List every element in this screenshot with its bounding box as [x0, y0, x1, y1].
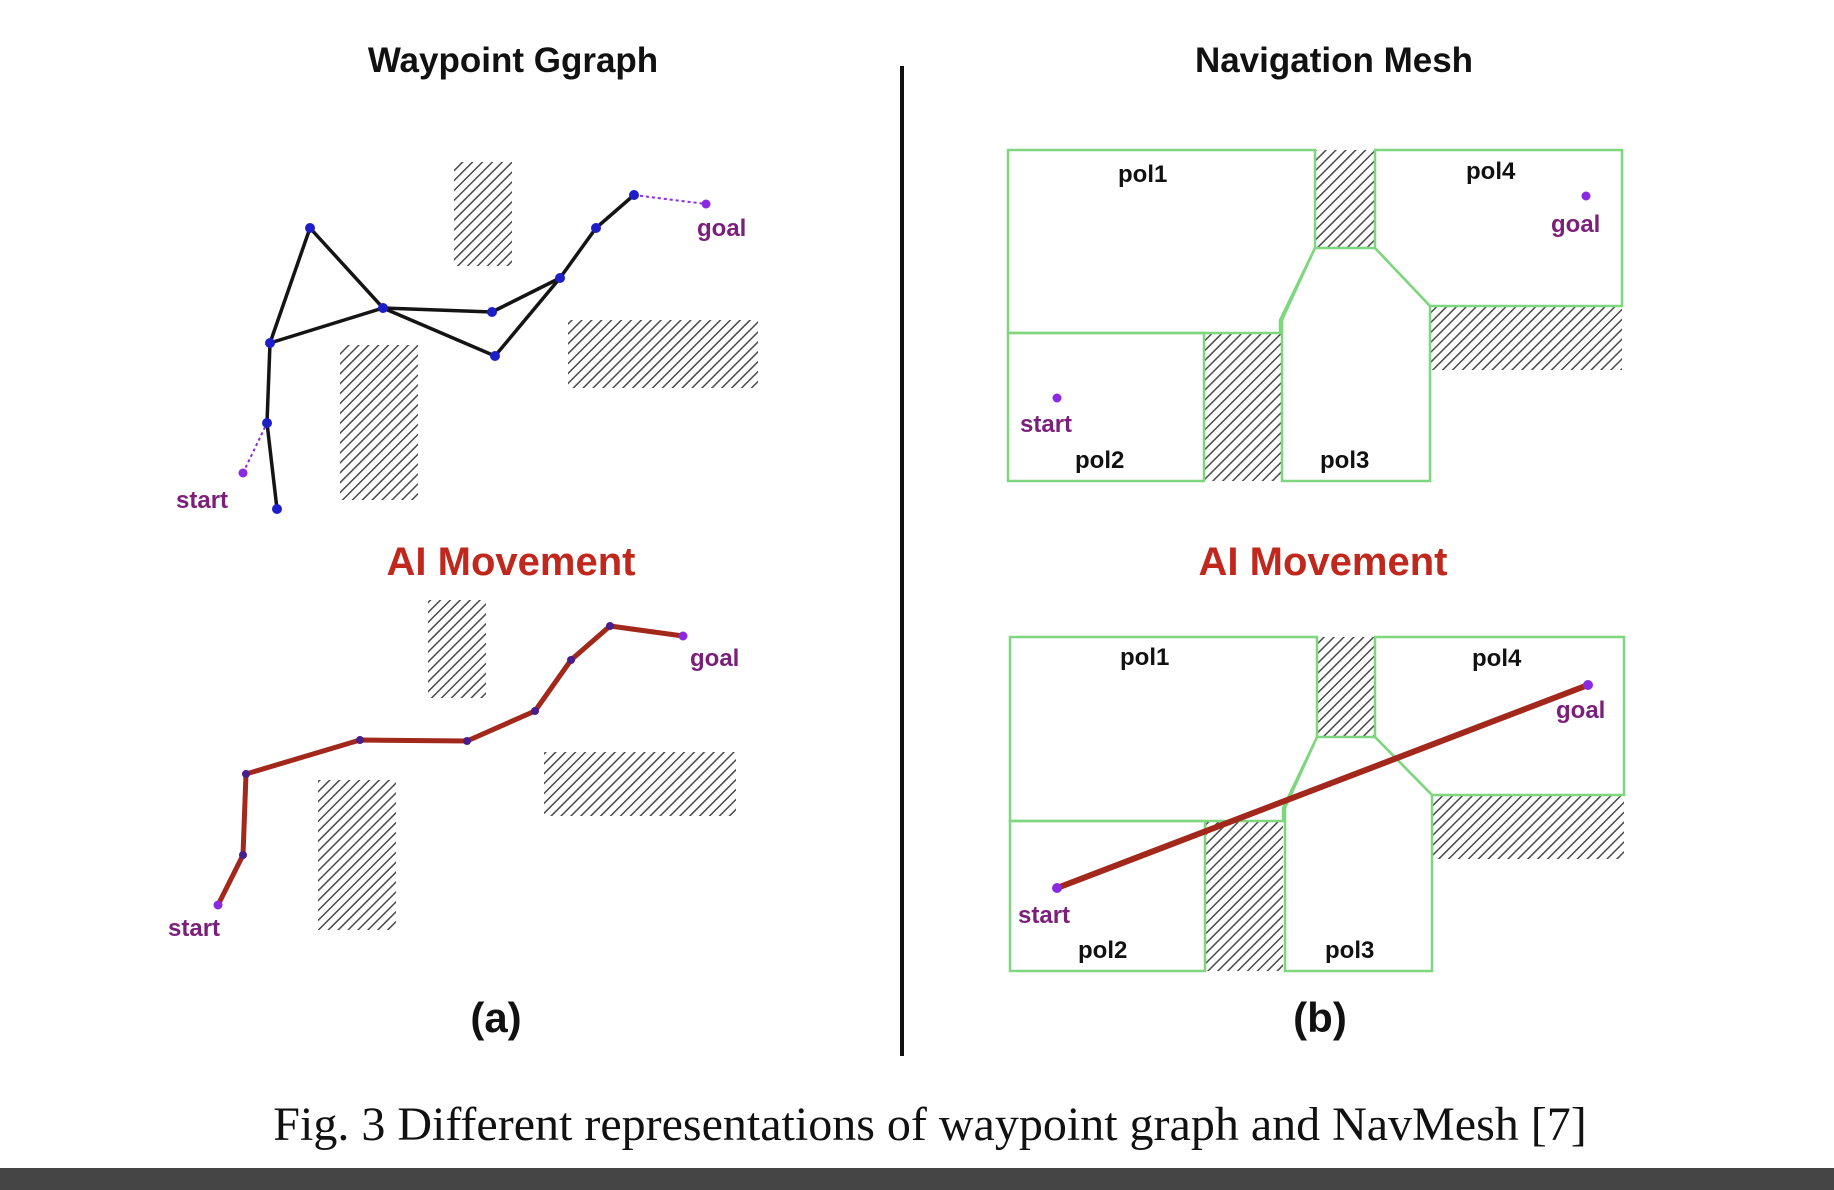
start-connector: [242, 422, 268, 474]
ai-path: [1054, 682, 1591, 891]
polygon-label-pol1: pol1: [1118, 161, 1167, 188]
panel-b: Navigation Mesh pol1 pol4 pol2 pol3 star…: [1006, 41, 1626, 1041]
waypoint-node: [490, 351, 500, 361]
obstacle: [454, 162, 512, 266]
start-point: [213, 900, 223, 910]
obstacle: [1317, 637, 1375, 737]
polygon-pol4: [1373, 635, 1626, 797]
waypoint-graph-edges: [265, 193, 636, 510]
goal-point: [1583, 680, 1593, 690]
panel-a-title: Waypoint Ggraph: [368, 41, 658, 80]
waypoint-nodes: [262, 190, 639, 514]
polygon-label-pol2: pol2: [1075, 447, 1124, 474]
panel-b-title: Navigation Mesh: [1195, 41, 1473, 80]
panel-a-subtitle: AI Movement: [387, 540, 636, 584]
goal-point: [678, 631, 688, 641]
waypoint-node: [305, 223, 315, 233]
polygon-label-pol3: pol3: [1325, 937, 1374, 964]
waypoint-node: [378, 303, 388, 313]
window-bottom-bar: [0, 1168, 1834, 1190]
start-label: start: [168, 915, 220, 942]
obstacle: [568, 320, 758, 388]
obstacle: [318, 780, 396, 930]
start-label: start: [176, 487, 228, 514]
waypoint-node: [591, 223, 601, 233]
waypoint-node: [629, 190, 639, 200]
goal-label: goal: [1556, 697, 1605, 724]
navmesh-top: pol1 pol4 pol2 pol3 start goal: [1006, 148, 1624, 483]
path-node: [531, 707, 539, 715]
path-nodes: [239, 622, 614, 859]
start-label: start: [1020, 411, 1072, 438]
path-node: [356, 736, 364, 744]
panel-a: Waypoint Ggraph: [168, 41, 758, 1041]
polygon-pol2: [1006, 331, 1206, 483]
start-point: [238, 468, 248, 478]
obstacle: [1432, 795, 1624, 859]
navmesh-polygons: [1008, 635, 1626, 973]
waypoint-node: [272, 504, 282, 514]
goal-label: goal: [697, 215, 746, 242]
polygon-label-pol2: pol2: [1078, 937, 1127, 964]
polygon-pol4: [1373, 148, 1624, 308]
goal-point: [1581, 191, 1591, 201]
goal-point: [701, 199, 711, 209]
obstacle: [1315, 150, 1375, 248]
panel-b-subtitle: AI Movement: [1199, 540, 1448, 584]
path-node: [242, 770, 250, 778]
path-node: [606, 622, 614, 630]
navmesh-polygons: [1006, 148, 1624, 483]
obstacle: [340, 345, 418, 500]
obstacle: [544, 752, 736, 816]
path-node: [239, 851, 247, 859]
waypoint-node: [265, 338, 275, 348]
waypoint-node: [555, 273, 565, 283]
goal-connector: [633, 194, 707, 205]
path-node: [463, 737, 471, 745]
obstacle: [1430, 306, 1622, 370]
goal-label: goal: [1551, 211, 1600, 238]
polygon-pol2: [1008, 819, 1207, 973]
start-point: [1052, 393, 1062, 403]
polygon-label-pol4: pol4: [1472, 645, 1522, 672]
waypoint-node: [487, 307, 497, 317]
navmesh-bottom: pol1 pol4 pol2 pol3 start goal: [1008, 635, 1626, 973]
obstacle: [1204, 333, 1282, 481]
goal-label: goal: [690, 645, 739, 672]
obstacle: [1205, 821, 1283, 971]
start-label: start: [1018, 902, 1070, 929]
obstacle: [428, 600, 486, 698]
panel-a-label: (a): [470, 994, 521, 1041]
figure-caption: Fig. 3 Different representations of wayp…: [273, 1098, 1586, 1151]
polygon-label-pol1: pol1: [1120, 644, 1169, 671]
waypoint-node: [262, 418, 272, 428]
polygon-label-pol4: pol4: [1466, 158, 1516, 185]
polygon-label-pol3: pol3: [1320, 447, 1369, 474]
polygon-pol3: [1283, 735, 1434, 973]
path-node: [567, 656, 575, 664]
panel-b-label: (b): [1293, 994, 1347, 1041]
start-point: [1052, 883, 1062, 893]
polygon-pol3: [1280, 246, 1432, 483]
